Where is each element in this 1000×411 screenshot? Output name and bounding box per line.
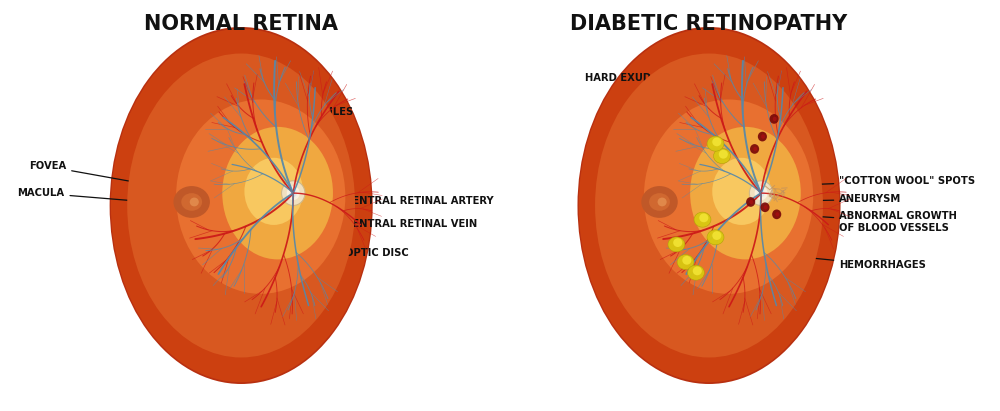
Ellipse shape [111, 29, 371, 382]
Ellipse shape [758, 189, 765, 197]
Ellipse shape [712, 158, 771, 225]
Ellipse shape [755, 186, 768, 200]
Text: NORMAL RETINA: NORMAL RETINA [144, 14, 338, 35]
Text: OPTIC DISC: OPTIC DISC [276, 234, 409, 258]
Ellipse shape [244, 158, 303, 225]
Ellipse shape [673, 238, 682, 247]
Ellipse shape [719, 150, 728, 159]
Ellipse shape [753, 147, 757, 151]
Ellipse shape [649, 193, 670, 211]
Ellipse shape [712, 137, 721, 146]
Text: FOVEA: FOVEA [29, 162, 181, 192]
Ellipse shape [127, 53, 355, 358]
Ellipse shape [677, 254, 694, 270]
Ellipse shape [176, 99, 345, 294]
Ellipse shape [282, 181, 305, 206]
Text: "COTTON WOOL" SPOTS: "COTTON WOOL" SPOTS [784, 176, 975, 187]
Ellipse shape [110, 27, 373, 384]
Ellipse shape [761, 134, 765, 139]
Text: HARD EXUDATES: HARD EXUDATES [585, 73, 679, 120]
Ellipse shape [577, 27, 841, 384]
Ellipse shape [658, 198, 667, 206]
Ellipse shape [595, 53, 823, 358]
Text: MACULA: MACULA [17, 188, 177, 206]
Text: ANEURYSM: ANEURYSM [784, 194, 901, 204]
Ellipse shape [699, 213, 708, 222]
Text: HEMORRHAGES: HEMORRHAGES [742, 249, 926, 270]
Text: RETINAL ARTERIOLES: RETINAL ARTERIOLES [169, 90, 289, 127]
Ellipse shape [682, 256, 691, 265]
Ellipse shape [287, 186, 300, 200]
Ellipse shape [712, 231, 721, 240]
Ellipse shape [222, 127, 333, 259]
Ellipse shape [690, 127, 801, 259]
Ellipse shape [773, 117, 777, 121]
Text: CENTRAL RETINAL VEIN: CENTRAL RETINAL VEIN [283, 215, 478, 229]
Ellipse shape [688, 265, 704, 280]
Ellipse shape [693, 266, 702, 275]
Ellipse shape [644, 99, 813, 294]
Text: ABNORMAL GROWTH
OF BLOOD VESSELS: ABNORMAL GROWTH OF BLOOD VESSELS [793, 211, 957, 233]
Ellipse shape [760, 202, 770, 212]
Text: CENTRAL RETINAL ARTERY: CENTRAL RETINAL ARTERY [283, 196, 494, 210]
Ellipse shape [694, 212, 711, 227]
Ellipse shape [758, 132, 767, 141]
Ellipse shape [775, 212, 779, 217]
Ellipse shape [707, 136, 724, 151]
Ellipse shape [764, 205, 768, 210]
Ellipse shape [746, 197, 755, 207]
Ellipse shape [181, 193, 202, 211]
Ellipse shape [173, 186, 210, 218]
Ellipse shape [772, 210, 781, 219]
Text: RETINAL VENULES: RETINAL VENULES [251, 107, 353, 141]
Ellipse shape [641, 186, 678, 218]
Ellipse shape [749, 181, 773, 206]
Text: DIABETIC RETINOPATHY: DIABETIC RETINOPATHY [570, 14, 848, 35]
Ellipse shape [749, 200, 753, 204]
Ellipse shape [770, 114, 779, 124]
Ellipse shape [190, 198, 199, 206]
Ellipse shape [579, 29, 839, 382]
Ellipse shape [707, 230, 724, 245]
Ellipse shape [290, 189, 297, 197]
Ellipse shape [668, 237, 685, 252]
Ellipse shape [750, 144, 759, 154]
Ellipse shape [714, 148, 730, 164]
